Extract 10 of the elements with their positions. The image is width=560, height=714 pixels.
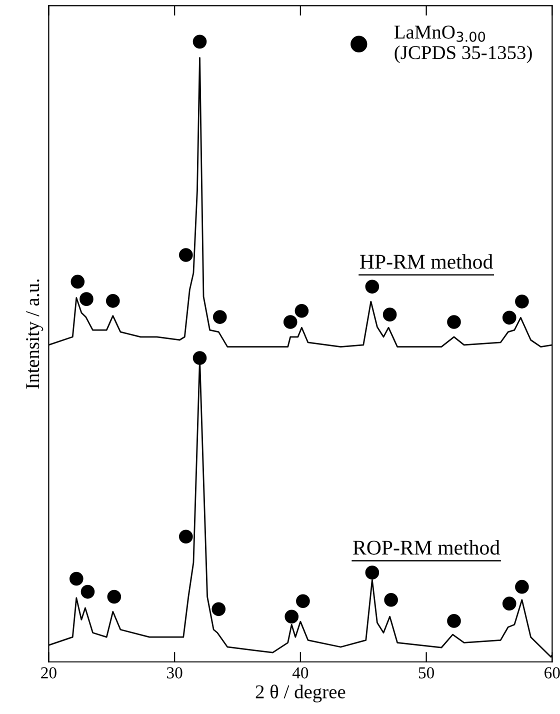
annotation: ROP-RM method [353, 540, 500, 555]
annotation: HP-RM method [360, 254, 493, 269]
x-tick-label: 50 [418, 667, 434, 678]
x-tick-label: 30 [167, 667, 182, 678]
legend-label: LaMnO$_{3.00}$ (JCPDS 35-1353) [394, 26, 532, 64]
x-tick-label: 60 [544, 667, 560, 678]
y-axis-title: Intensity / a.u. [26, 279, 44, 389]
x-axis-title: 2 θ / degree [256, 684, 346, 702]
x-tick-label: 20 [41, 667, 56, 678]
x-tick-label: 40 [292, 667, 308, 678]
